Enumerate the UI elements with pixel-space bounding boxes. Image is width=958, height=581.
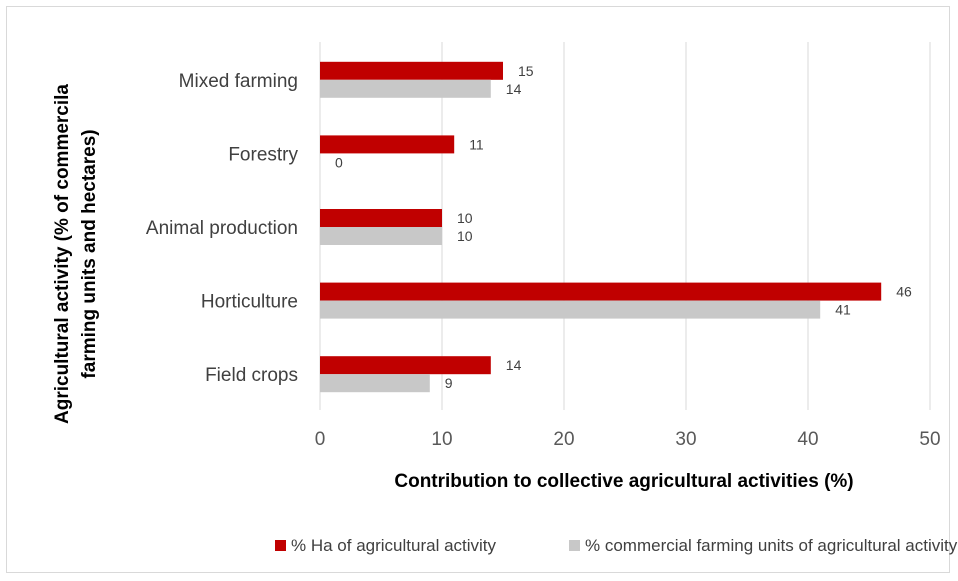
x-tick-labels: 0 10 20 30 40 50 xyxy=(315,429,941,450)
bar xyxy=(320,282,882,301)
y-axis-title-line-1: Agricultural activity (% of commercila xyxy=(52,84,73,424)
bar xyxy=(320,356,491,375)
legend-label-ha: % Ha of agricultural activity xyxy=(291,536,497,555)
legend-label-units: % commercial farming units of agricultur… xyxy=(585,536,958,555)
data-label: 10 xyxy=(457,210,473,226)
bar xyxy=(320,300,821,319)
x-tick-label: 40 xyxy=(797,429,818,450)
gridlines xyxy=(319,42,931,410)
data-label: 11 xyxy=(469,136,484,152)
data-label: 41 xyxy=(835,302,851,318)
legend-swatch-ha xyxy=(275,540,286,551)
y-axis-title-line-2: farming units and hectares) xyxy=(79,129,100,378)
category-label: Forestry xyxy=(228,144,298,165)
data-label: 14 xyxy=(506,357,522,373)
legend-swatch-units xyxy=(569,540,580,551)
data-label: 0 xyxy=(335,154,343,170)
category-label: Field crops xyxy=(205,365,298,386)
bar xyxy=(320,227,442,245)
x-axis-title: Contribution to collective agricultural … xyxy=(394,471,853,492)
data-label: 14 xyxy=(506,81,522,97)
x-tick-label: 20 xyxy=(553,429,574,450)
bar xyxy=(320,135,455,154)
category-label: Horticulture xyxy=(201,292,298,313)
data-label: 10 xyxy=(457,228,473,244)
bar xyxy=(320,209,442,227)
category-label: Mixed farming xyxy=(179,71,298,92)
data-labels: 15 14 11 0 10 10 46 41 14 9 xyxy=(335,63,912,391)
data-label: 15 xyxy=(518,63,534,79)
bars xyxy=(320,61,882,393)
category-label: Animal production xyxy=(146,218,298,239)
x-tick-label: 50 xyxy=(919,429,940,450)
x-tick-label: 0 xyxy=(315,429,326,450)
data-label: 9 xyxy=(445,375,453,391)
data-label: 46 xyxy=(896,284,912,300)
x-tick-label: 30 xyxy=(675,429,696,450)
category-labels: Mixed farming Forestry Animal production Ho… xyxy=(146,71,299,386)
bar xyxy=(320,61,503,80)
bar xyxy=(320,79,491,98)
y-axis-title: Agricultural activity (% of commercila f… xyxy=(52,84,100,424)
legend: % Ha of agricultural activity % commerci… xyxy=(275,536,958,555)
x-tick-label: 10 xyxy=(431,429,452,450)
bar xyxy=(320,374,430,393)
